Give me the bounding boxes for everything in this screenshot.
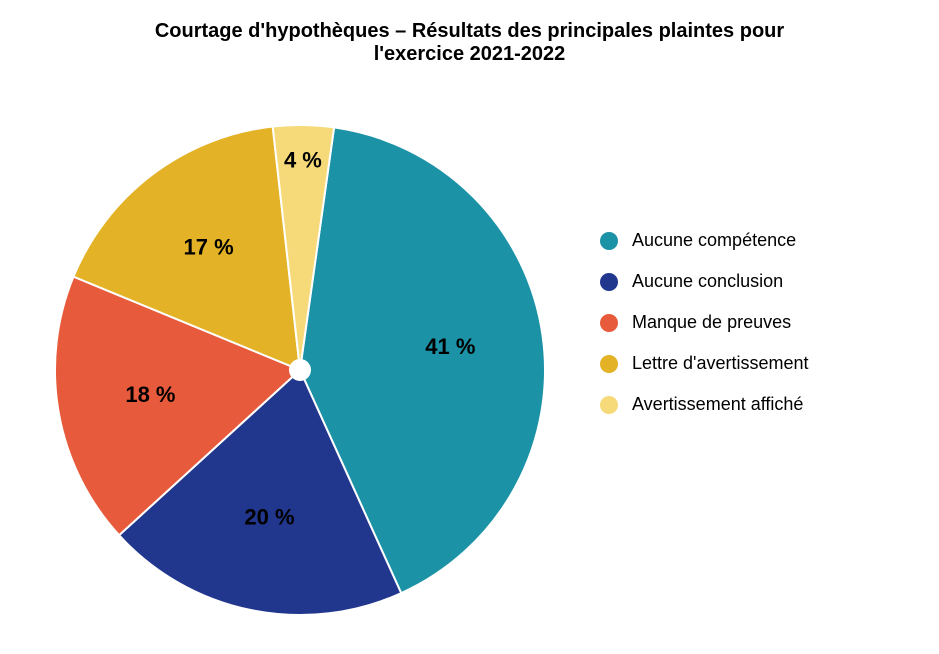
legend-label: Lettre d'avertissement <box>632 353 809 374</box>
legend-swatch <box>600 396 618 414</box>
legend-item: Manque de preuves <box>600 312 809 333</box>
legend-swatch <box>600 355 618 373</box>
legend-label: Manque de preuves <box>632 312 791 333</box>
legend-label: Aucune compétence <box>632 230 796 251</box>
legend-label: Avertissement affiché <box>632 394 803 415</box>
legend-item: Aucune conclusion <box>600 271 809 292</box>
legend: Aucune compétence Aucune conclusion Manque… <box>600 230 809 435</box>
legend-label: Aucune conclusion <box>632 271 783 292</box>
chart-container: Courtage d'hypothèques – Résultats des p… <box>0 0 939 654</box>
legend-swatch <box>600 314 618 332</box>
legend-swatch <box>600 232 618 250</box>
legend-item: Lettre d'avertissement <box>600 353 809 374</box>
legend-item: Aucune compétence <box>600 230 809 251</box>
pie-center-hole <box>290 360 310 380</box>
legend-swatch <box>600 273 618 291</box>
legend-item: Avertissement affiché <box>600 394 809 415</box>
